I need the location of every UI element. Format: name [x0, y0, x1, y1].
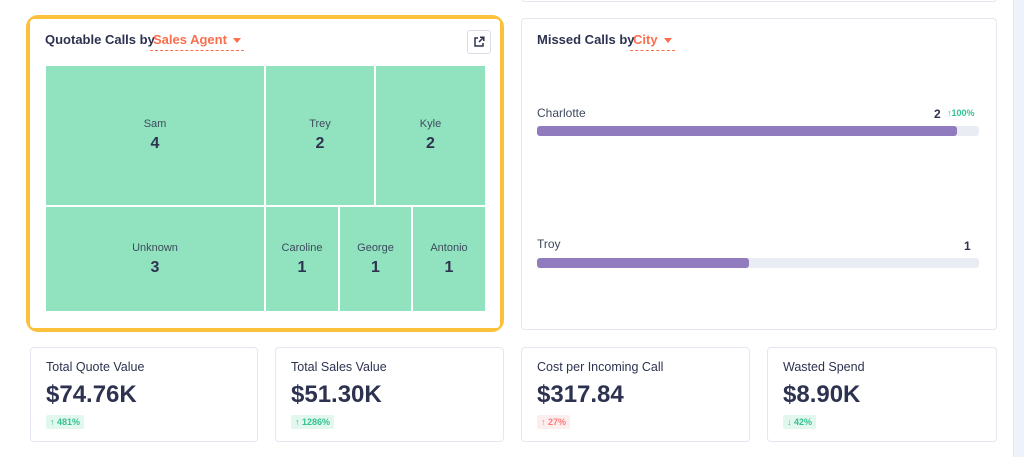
- city-bar-fill: [537, 258, 750, 268]
- tile-value: 2: [315, 135, 325, 152]
- treemap-tile[interactable]: Kyle 2: [376, 66, 485, 205]
- dropdown-value: City: [633, 32, 658, 47]
- kpi-change-badge: ↓ 42%: [783, 415, 817, 429]
- city-bar-fill: [537, 126, 957, 136]
- treemap-tile[interactable]: Caroline 1: [266, 207, 338, 311]
- tile-label: Caroline: [281, 241, 323, 254]
- kpi-value: $8.90K: [783, 381, 861, 408]
- kpi-card: Total Quote Value $74.76K ↑ 481%: [30, 347, 258, 442]
- tile-value: 1: [297, 258, 307, 276]
- city-label: Charlotte: [537, 106, 586, 120]
- sales-agent-dropdown[interactable]: Sales Agent: [150, 32, 244, 51]
- missed-calls-card: [521, 18, 997, 330]
- arrow-up-icon: ↑: [541, 417, 546, 427]
- treemap-tile[interactable]: George 1: [340, 207, 411, 311]
- kpi-change-badge: ↑ 1286%: [291, 415, 335, 429]
- city-dropdown[interactable]: City: [630, 32, 675, 51]
- kpi-value: $74.76K: [46, 381, 137, 408]
- tile-label: Sam: [143, 118, 167, 130]
- dropdown-value: Sales Agent: [153, 32, 227, 47]
- tile-label: Kyle: [419, 118, 442, 130]
- missed-calls-title: Missed Calls by: [537, 32, 635, 47]
- kpi-card: Cost per Incoming Call $317.84 ↑ 27%: [521, 347, 750, 442]
- city-change: ↑100%: [947, 108, 975, 118]
- arrow-up-icon: ↑: [295, 417, 300, 427]
- open-external-button[interactable]: [467, 30, 491, 54]
- tile-value: 4: [150, 135, 160, 152]
- tile-value: 2: [426, 135, 435, 152]
- kpi-card: Wasted Spend $8.90K ↓ 42%: [767, 347, 997, 442]
- quotable-calls-title: Quotable Calls by: [45, 32, 155, 47]
- arrow-down-icon: ↓: [787, 417, 792, 427]
- kpi-change-badge: ↑ 27%: [537, 415, 571, 429]
- kpi-card: Total Sales Value $51.30K ↑ 1286%: [275, 347, 504, 442]
- city-bar: [537, 126, 979, 136]
- card-above: [521, 0, 997, 2]
- treemap-tile[interactable]: Antonio 1: [413, 207, 485, 311]
- treemap-tile[interactable]: Unknown 3: [46, 207, 264, 311]
- caret-down-icon: [663, 38, 672, 44]
- city-label: Troy: [537, 237, 561, 251]
- tile-value: 1: [371, 258, 380, 276]
- kpi-label: Total Quote Value: [46, 360, 145, 374]
- tile-label: Antonio: [430, 241, 468, 254]
- kpi-change-badge: ↑ 481%: [46, 415, 85, 429]
- kpi-label: Total Sales Value: [291, 360, 387, 374]
- scrollbar-track[interactable]: [1013, 0, 1024, 457]
- highlight-frame: [26, 15, 504, 332]
- kpi-label: Cost per Incoming Call: [537, 360, 664, 374]
- city-count: 2: [934, 107, 941, 121]
- external-link-icon: [474, 36, 485, 47]
- kpi-value: $317.84: [537, 381, 624, 408]
- tile-value: 1: [444, 258, 454, 276]
- city-count: 1: [964, 239, 971, 253]
- tile-label: Trey: [309, 118, 331, 130]
- tile-label: Unknown: [132, 241, 178, 254]
- kpi-label: Wasted Spend: [783, 360, 865, 374]
- tile-value: 3: [150, 258, 160, 276]
- treemap-tile[interactable]: Trey 2: [266, 66, 374, 205]
- treemap-tile[interactable]: Sam 4: [46, 66, 264, 205]
- tile-label: George: [357, 241, 394, 254]
- city-bar: [537, 258, 979, 268]
- caret-down-icon: [232, 38, 241, 44]
- arrow-up-icon: ↑: [50, 417, 55, 427]
- arrow-up-icon: ↑: [947, 108, 952, 118]
- kpi-value: $51.30K: [291, 381, 382, 408]
